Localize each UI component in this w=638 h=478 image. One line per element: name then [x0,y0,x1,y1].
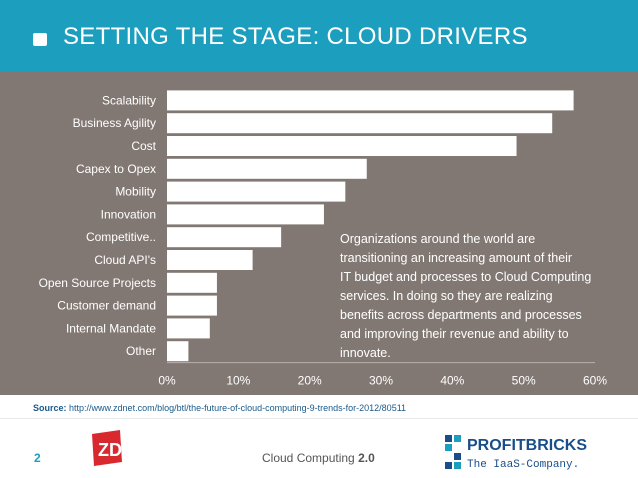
footer-version: 2.0 [358,451,375,465]
category-label: Competitive.. [86,230,156,244]
bar [167,272,217,293]
annotation-line: transitioning an increasing amount of th… [340,251,572,265]
category-label: Cloud API's [94,253,156,267]
category-label: Scalability [102,93,156,107]
bar [167,181,346,202]
footer-divider [0,418,638,419]
x-tick-label: 50% [512,374,536,388]
bar [167,158,367,179]
annotation-line: and improving their revenue and ability … [340,327,569,341]
source-label: Source: [33,403,67,413]
page-number: 2 [34,451,41,465]
title-bar: SETTING THE STAGE: CLOUD DRIVERS [0,0,638,72]
slide-title: SETTING THE STAGE: CLOUD DRIVERS [63,23,528,50]
x-tick-label: 30% [369,374,393,388]
category-label: Internal Mandate [66,321,156,335]
bar [167,295,217,316]
footer-text: Cloud Computing [262,451,355,465]
x-tick-label: 10% [226,374,250,388]
source-url[interactable]: http://www.zdnet.com/blog/btl/the-future… [69,403,407,413]
bar [167,227,282,248]
category-label: Customer demand [57,299,156,313]
chart-area: Scalability Business Agility Cost Capex to … [0,72,638,395]
bar [167,90,574,111]
category-label: Innovation [101,207,156,221]
category-label: Other [126,344,156,358]
annotation-line: Organizations around the world are [340,232,535,246]
annotation-line: services. In doing so they are realizing [340,289,553,303]
x-tick-label: 40% [440,374,464,388]
zdnet-logo: ZDNet [92,430,151,466]
bar [167,113,553,134]
title-bullet [33,33,47,46]
bar [167,341,189,362]
bar [167,136,517,156]
category-label: Cost [131,139,156,153]
annotation-line: benefits across departments and processe… [340,308,582,322]
category-label: Capex to Opex [76,162,156,176]
chart-annotation: Organizations around the world are transi… [340,232,591,360]
bar [167,250,253,270]
profitbricks-logo-text: PROFITBRICKS [467,437,587,454]
profitbricks-tagline: The IaaS-Company. [467,459,579,471]
annotation-line: IT budget and processes to Cloud Computi… [340,270,591,284]
zdnet-logo-text: ZDNet [98,440,151,460]
bar [167,318,210,339]
bar-chart: Scalability Business Agility Cost Capex to … [39,90,607,388]
profitbricks-logo: PROFITBRICKS The IaaS-Company. [445,435,587,471]
category-label: Mobility [115,185,156,199]
x-tick-label: 20% [298,374,322,388]
category-label: Business Agility [73,116,156,130]
x-tick-label: 0% [158,374,176,388]
footer-title: Cloud Computing 2.0 [262,451,375,465]
source-line: Source: http://www.zdnet.com/blog/btl/th… [33,403,406,413]
bar [167,204,324,225]
annotation-line: innovate. [340,346,391,360]
category-label: Open Source Projects [39,276,156,290]
x-tick-label: 60% [583,374,607,388]
